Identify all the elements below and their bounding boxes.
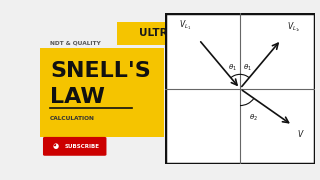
Text: SNELL'S: SNELL'S [50,61,151,81]
FancyBboxPatch shape [117,22,288,45]
Text: CALCULATION: CALCULATION [50,116,95,121]
Text: SUBSCRIBE: SUBSCRIBE [65,144,100,149]
Text: $V$: $V$ [297,128,305,139]
Text: $\theta_1$: $\theta_1$ [228,63,237,73]
Text: $\theta_1$: $\theta_1$ [243,63,252,73]
Text: ◕: ◕ [53,143,59,149]
FancyBboxPatch shape [43,137,107,156]
Text: $\theta_2$: $\theta_2$ [249,113,258,123]
Text: ULTRASONIC TESTING: ULTRASONIC TESTING [139,28,266,38]
Text: $V_{L_1}$: $V_{L_1}$ [179,19,191,32]
Text: $V_{L_{1\prime}}$: $V_{L_{1\prime}}$ [287,21,300,34]
Text: NDT & QUALITY: NDT & QUALITY [50,40,101,46]
FancyBboxPatch shape [40,48,164,137]
Text: LAW: LAW [50,87,105,107]
